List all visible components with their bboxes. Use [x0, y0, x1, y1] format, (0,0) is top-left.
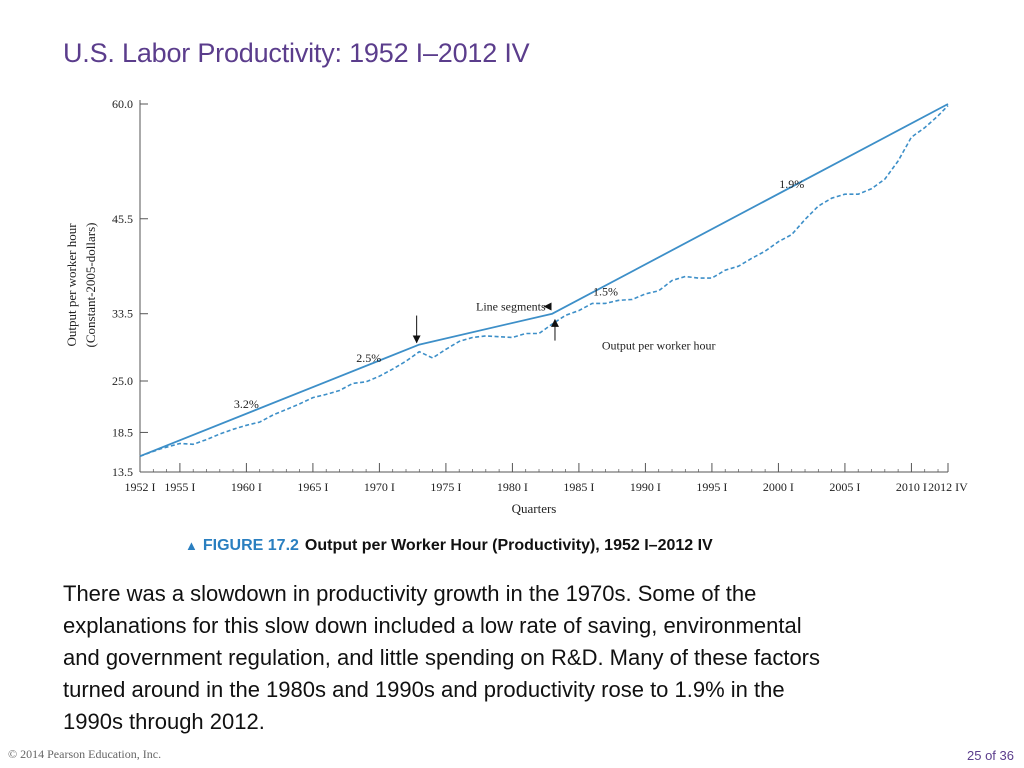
- x-tick-label: 1955 I: [164, 480, 195, 494]
- slide-title: U.S. Labor Productivity: 1952 I–2012 IV: [63, 38, 530, 68]
- page-number: 25 of 36: [967, 748, 1014, 763]
- x-tick-label: 2012 IV: [928, 480, 968, 494]
- caption-triangle-icon: ▲: [185, 538, 198, 553]
- series-line-segments: [139, 103, 949, 458]
- growth-rate-label: 1.5%: [593, 285, 618, 299]
- x-tick-label: 1970 I: [364, 480, 395, 494]
- y-tick-label: 25.0: [112, 374, 133, 388]
- x-tick-label: 1985 I: [563, 480, 594, 494]
- x-tick-label: 2000 I: [763, 480, 794, 494]
- productivity-chart: 13.5 18.5 25.0 33.5 45.5 60.0 1952 I 1955 I 1960…: [64, 97, 968, 516]
- y-axis-title: Output per worker hour: [64, 223, 79, 347]
- series-line-output-per-worker-hour: [139, 105, 949, 457]
- x-tick-label: 2010 I: [896, 480, 927, 494]
- y-tick-label: 33.5: [112, 307, 133, 321]
- x-tick-label: 1980 I: [497, 480, 528, 494]
- y-axis-title-units: (Constant-2005-dollars): [83, 223, 98, 348]
- x-tick-label: 1995 I: [696, 480, 727, 494]
- figure-caption: ▲ FIGURE 17.2 Output per Worker Hour (Prod…: [185, 537, 713, 555]
- x-tick-label: 1952 I: [125, 480, 156, 494]
- growth-rate-label: 3.2%: [234, 397, 259, 411]
- body-paragraph: There was a slowdown in productivity gro…: [63, 581, 821, 734]
- x-tick-label: 1965 I: [297, 480, 328, 494]
- footer-copyright: © 2014 Pearson Education, Inc.: [8, 747, 162, 761]
- y-tick-label: 45.5: [112, 212, 133, 226]
- y-tick-label: 18.5: [112, 425, 133, 439]
- x-tick-label: 2005 I: [829, 480, 860, 494]
- annotations: 3.2% 2.5% 1.5% 1.9% Line segments Output per …: [234, 177, 804, 411]
- x-axis-title: Quarters: [512, 501, 557, 516]
- figure-label: FIGURE 17.2: [202, 537, 299, 554]
- x-tick-label: 1990 I: [630, 480, 661, 494]
- figure-caption-title: Output per Worker Hour (Productivity), 1…: [304, 537, 713, 554]
- growth-rate-label: 2.5%: [356, 351, 381, 365]
- x-tick-label: 1960 I: [231, 480, 262, 494]
- output-per-worker-hour-label: Output per worker hour: [602, 338, 716, 352]
- series-layer: [139, 103, 949, 458]
- x-tick-label: 1975 I: [430, 480, 461, 494]
- growth-rate-label: 1.9%: [779, 177, 804, 191]
- axes: 13.5 18.5 25.0 33.5 45.5 60.0 1952 I 1955 I 1960…: [64, 97, 968, 516]
- y-tick-label: 13.5: [112, 465, 133, 479]
- line-segments-label: Line segments: [476, 300, 546, 314]
- y-tick-label: 60.0: [112, 97, 133, 111]
